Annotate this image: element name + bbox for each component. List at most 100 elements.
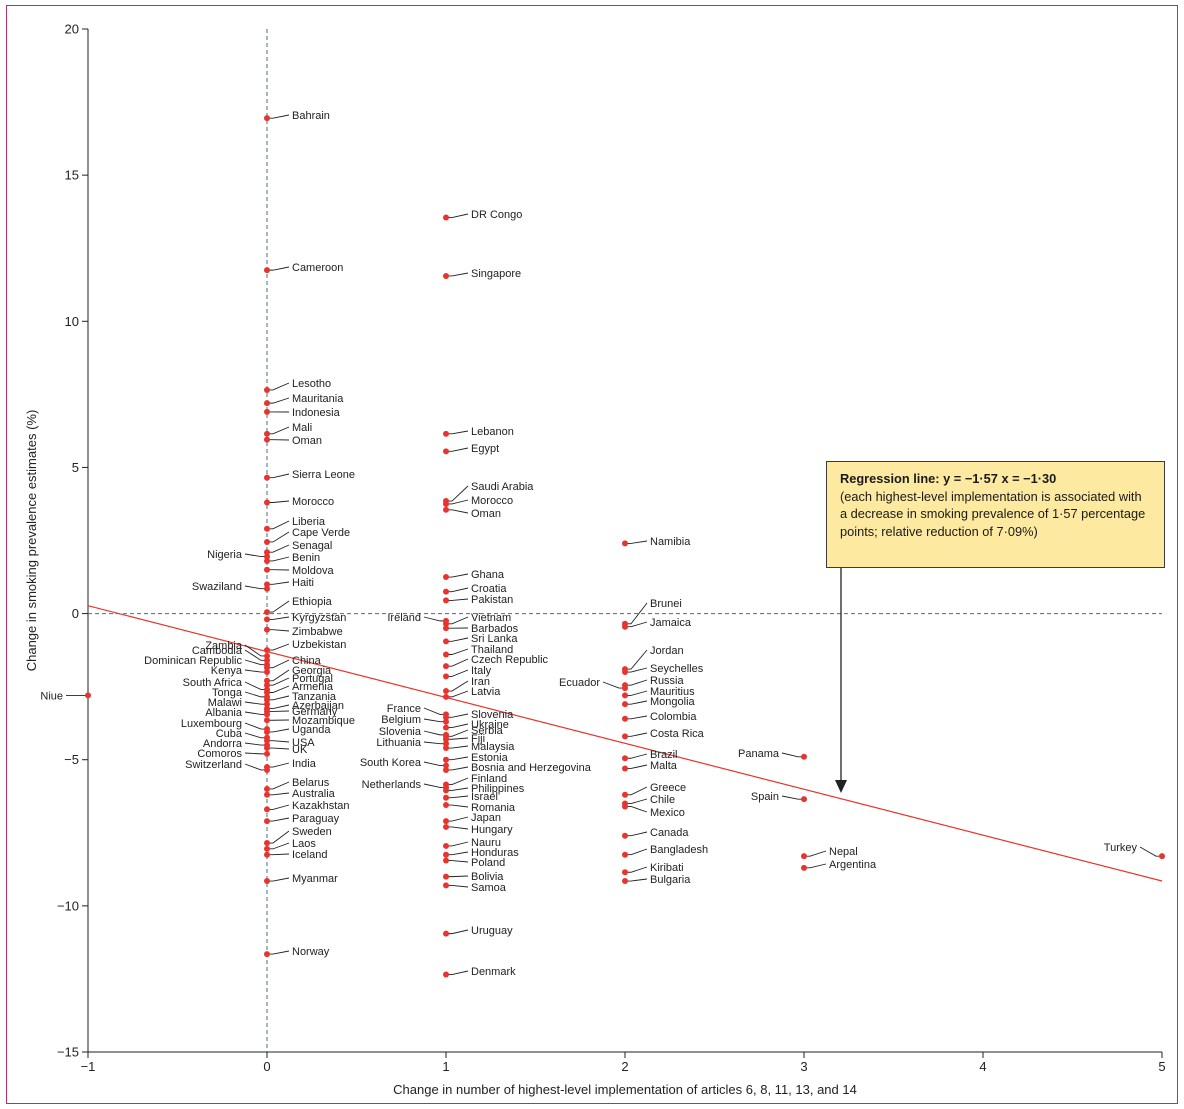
data-point-group: Moldova — [264, 565, 334, 577]
data-point-group: Fiji — [443, 733, 485, 745]
point-label: Iceland — [292, 849, 327, 861]
data-point-group: Dominican Republic — [144, 655, 270, 668]
data-point-group: Iceland — [264, 849, 327, 861]
data-point-group: Namibia — [622, 536, 691, 548]
point-label: Jordan — [650, 645, 684, 657]
leader-line — [446, 272, 469, 277]
regression-description: (each highest-level implementation is as… — [840, 488, 1146, 539]
leader-line — [446, 816, 469, 822]
data-point — [622, 685, 628, 692]
point-label: DR Congo — [471, 209, 522, 221]
data-point — [443, 714, 449, 721]
leader-line — [781, 752, 804, 758]
point-label: Sierra Leone — [292, 469, 355, 481]
data-point-group: USA — [264, 737, 315, 749]
leader-line — [625, 866, 648, 873]
data-point — [264, 851, 270, 858]
point-label: Finland — [471, 773, 507, 785]
data-point — [264, 845, 270, 852]
leader-line — [446, 573, 469, 578]
data-point-group: Tanzania — [264, 691, 337, 703]
data-point — [443, 745, 449, 752]
leader-line — [446, 213, 469, 218]
data-point-group: Swaziland — [192, 581, 270, 593]
data-point — [264, 430, 270, 437]
leader-line — [423, 741, 446, 745]
data-point — [264, 525, 270, 532]
point-label: Kenya — [211, 665, 243, 677]
point-label: Lesotho — [292, 378, 331, 390]
point-label: Mali — [292, 422, 312, 434]
leader-line — [267, 473, 290, 479]
point-label: Mexico — [650, 807, 685, 819]
y-axis-label: Change in smoking prevalence estimates (… — [24, 410, 39, 672]
data-point — [443, 214, 449, 221]
point-label: Argentina — [829, 859, 877, 871]
data-point-group: Switzerland — [185, 759, 270, 773]
data-point-group: Canada — [622, 827, 689, 839]
data-point-group: Ghana — [443, 569, 505, 581]
leader-line — [267, 677, 290, 686]
point-label: Senagal — [292, 540, 332, 552]
point-label: Luxembourg — [181, 718, 242, 730]
data-point-group: Comoros — [197, 748, 270, 760]
data-point-group: Panama — [738, 748, 807, 760]
leader-line — [244, 752, 267, 755]
point-label: Andorra — [203, 738, 243, 750]
point-label: Iran — [471, 676, 490, 688]
point-label: Uruguay — [471, 925, 513, 937]
data-point — [264, 400, 270, 407]
leader-line — [446, 485, 469, 502]
leader-line — [446, 729, 469, 737]
data-point-group: Georgia — [264, 665, 332, 684]
data-point-group: Jamaica — [622, 617, 692, 630]
point-label: Chile — [650, 794, 675, 806]
x-tick-label: 0 — [263, 1059, 270, 1074]
data-point — [443, 500, 449, 507]
data-point — [264, 557, 270, 564]
point-label: Malawi — [208, 697, 242, 709]
point-label: Poland — [471, 857, 505, 869]
data-point — [264, 581, 270, 588]
leader-line — [446, 929, 469, 935]
data-point-group: Kenya — [211, 665, 270, 677]
data-point — [264, 840, 270, 847]
point-label: Slovenia — [379, 726, 422, 738]
data-point — [443, 448, 449, 455]
leader-line — [267, 659, 290, 669]
data-point — [801, 796, 807, 803]
data-point — [264, 115, 270, 122]
data-point — [264, 549, 270, 556]
data-point — [264, 766, 270, 773]
leader-line — [625, 649, 648, 670]
y-tick-label: 20 — [65, 22, 79, 37]
leader-line — [625, 732, 648, 737]
point-label: South Africa — [183, 677, 243, 689]
x-tick-label: 1 — [442, 1059, 449, 1074]
leader-line — [267, 792, 290, 796]
data-point-group: Turkey — [1104, 842, 1165, 860]
data-point — [622, 540, 628, 547]
point-label: Cameroon — [292, 262, 343, 274]
point-label: Czech Republic — [471, 654, 549, 666]
leader-line — [625, 621, 648, 628]
data-point — [443, 851, 449, 858]
data-point-group: Poland — [443, 857, 505, 869]
point-label: Bahrain — [292, 110, 330, 122]
leader-line — [244, 691, 267, 698]
y-tick-label: 0 — [72, 606, 79, 621]
data-point-group: Kazakhstan — [264, 800, 349, 813]
leader-line — [267, 382, 290, 391]
point-label: Fiji — [471, 733, 485, 745]
data-point — [264, 717, 270, 724]
leader-line — [625, 679, 648, 686]
point-label: Slovenia — [471, 709, 514, 721]
leader-line — [267, 830, 290, 844]
data-point — [1159, 853, 1165, 860]
leader-line — [267, 877, 290, 882]
leader-line — [446, 745, 469, 749]
point-label: Ireland — [387, 612, 421, 624]
data-point — [264, 689, 270, 696]
leader-line — [244, 553, 267, 558]
leader-line — [244, 711, 267, 715]
